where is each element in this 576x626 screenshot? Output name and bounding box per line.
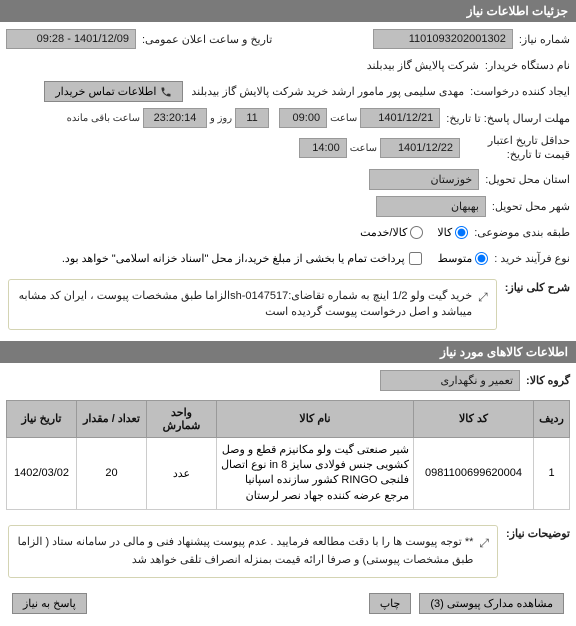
col-unit: واحد شمارش bbox=[147, 400, 217, 437]
city-label: شهر محل تحویل: bbox=[486, 200, 570, 213]
deadline-date: 1401/12/21 bbox=[360, 108, 440, 128]
requester-value: مهدی سلیمی پور مامور ارشد خرید شرکت پالا… bbox=[191, 85, 464, 98]
main-header: جزئیات اطلاعات نیاز bbox=[0, 0, 576, 22]
cell-unit: عدد bbox=[147, 437, 217, 510]
deadline-countdown: 23:20:14 bbox=[143, 108, 207, 128]
notes-label: توضیحات نیاز: bbox=[500, 527, 570, 540]
group-label: گروه کالا: bbox=[520, 374, 570, 387]
expand-icon[interactable]: ⤢ bbox=[478, 288, 488, 306]
col-name: نام کالا bbox=[217, 400, 414, 437]
cell-index: 1 bbox=[534, 437, 570, 510]
col-qty: تعداد / مقدار bbox=[77, 400, 147, 437]
general-desc-box: ⤢ خرید گیت ولو 1/2 اینچ به شماره تقاضای:… bbox=[8, 279, 497, 330]
buyer-org-label: نام دستگاه خریدار: bbox=[479, 59, 570, 72]
payment-note-checkbox-wrap[interactable]: پرداخت تمام یا بخشی از مبلغ خرید،از محل … bbox=[62, 252, 422, 265]
notes-text: ** توجه پیوست ها را با دقت مطالعه فرمایی… bbox=[17, 534, 473, 569]
col-code: کد کالا bbox=[414, 400, 534, 437]
reply-label: پاسخ به نیاز bbox=[23, 597, 76, 610]
notes-box: ⤢ ** توجه پیوست ها را با دقت مطالعه فرما… bbox=[8, 525, 498, 578]
priority-option-goods-label: کالا bbox=[437, 226, 452, 239]
buyer-org-value: شرکت پالایش گاز بیدبلند bbox=[367, 59, 479, 72]
reply-button[interactable]: پاسخ به نیاز bbox=[12, 593, 87, 614]
view-attachments-button[interactable]: مشاهده مدارک پیوستی (3) bbox=[419, 593, 564, 614]
deadline-days: 11 bbox=[235, 108, 269, 128]
view-attachments-label: مشاهده مدارک پیوستی (3) bbox=[430, 597, 553, 610]
print-label: چاپ bbox=[380, 597, 401, 610]
province-value: خوزستان bbox=[369, 169, 479, 190]
items-header-title: اطلاعات کالاهای مورد نیاز bbox=[440, 345, 568, 359]
col-index: ردیف bbox=[534, 400, 570, 437]
need-number-value: 1101093202001302 bbox=[373, 29, 513, 49]
validity-time: 14:00 bbox=[299, 138, 347, 158]
group-value: تعمیر و نگهداری bbox=[380, 370, 520, 391]
phone-icon bbox=[160, 86, 172, 98]
announce-value: 1401/12/09 - 09:28 bbox=[6, 29, 136, 49]
cell-code: 0981100699620004 bbox=[414, 437, 534, 510]
validity-date: 1401/12/22 bbox=[380, 138, 460, 158]
items-table: ردیف کد کالا نام کالا واحد شمارش تعداد /… bbox=[6, 400, 570, 511]
deadline-time: 09:00 bbox=[279, 108, 327, 128]
need-number-label: شماره نیاز: bbox=[513, 33, 570, 46]
cell-name: شیر صنعتی گیت ولو مکانیزم قطع و وصل کشوی… bbox=[217, 437, 414, 510]
items-header: اطلاعات کالاهای مورد نیاز bbox=[0, 341, 576, 363]
priority-label: طبقه بندی موضوعی: bbox=[468, 226, 570, 239]
contact-button-label: اطلاعات تماس خریدار bbox=[55, 85, 156, 98]
col-date: تاریخ نیاز bbox=[7, 400, 77, 437]
header-title: جزئیات اطلاعات نیاز bbox=[467, 4, 568, 18]
deadline-time-label: ساعت bbox=[330, 113, 357, 124]
city-value: بهبهان bbox=[376, 196, 486, 217]
deadline-label: مهلت ارسال پاسخ: تا تاریخ: bbox=[440, 112, 570, 125]
cell-qty: 20 bbox=[77, 437, 147, 510]
priority-option-goods[interactable]: کالا bbox=[437, 226, 468, 239]
print-button[interactable]: چاپ bbox=[369, 593, 412, 614]
process-radio-medium[interactable] bbox=[475, 252, 488, 265]
payment-note-text: پرداخت تمام یا بخشی از مبلغ خرید،از محل … bbox=[62, 252, 405, 265]
deadline-days-label: روز و bbox=[210, 113, 232, 124]
priority-radio-goods-service[interactable] bbox=[410, 226, 423, 239]
payment-checkbox[interactable] bbox=[409, 252, 422, 265]
priority-option-goods-service[interactable]: کالا/خدمت bbox=[360, 226, 423, 239]
deadline-remain: ساعت باقی مانده bbox=[67, 113, 140, 124]
general-desc-text: خرید گیت ولو 1/2 اینچ به شماره تقاضای:sh… bbox=[17, 288, 472, 321]
requester-label: ایجاد کننده درخواست: bbox=[464, 85, 570, 98]
contact-button[interactable]: اطلاعات تماس خریدار bbox=[44, 81, 183, 102]
validity-label: حداقل تاریخ اعتبار قیمت تا تاریخ: bbox=[460, 134, 570, 163]
validity-time-label: ساعت bbox=[350, 143, 377, 154]
cell-date: 1402/03/02 bbox=[7, 437, 77, 510]
process-option-medium-label: متوسط bbox=[438, 252, 473, 265]
process-label: نوع فرآیند خرید : bbox=[488, 252, 570, 265]
province-label: استان محل تحویل: bbox=[479, 173, 570, 186]
priority-radio-goods[interactable] bbox=[455, 226, 468, 239]
priority-option-goods-service-label: کالا/خدمت bbox=[360, 226, 407, 239]
process-option-medium[interactable]: متوسط bbox=[438, 252, 489, 265]
general-desc-label: شرح کلی نیاز: bbox=[499, 281, 570, 294]
announce-label: تاریخ و ساعت اعلان عمومی: bbox=[136, 33, 272, 46]
expand-icon[interactable]: ⤢ bbox=[479, 534, 489, 553]
table-row: 1 0981100699620004 شیر صنعتی گیت ولو مکا… bbox=[7, 437, 570, 510]
